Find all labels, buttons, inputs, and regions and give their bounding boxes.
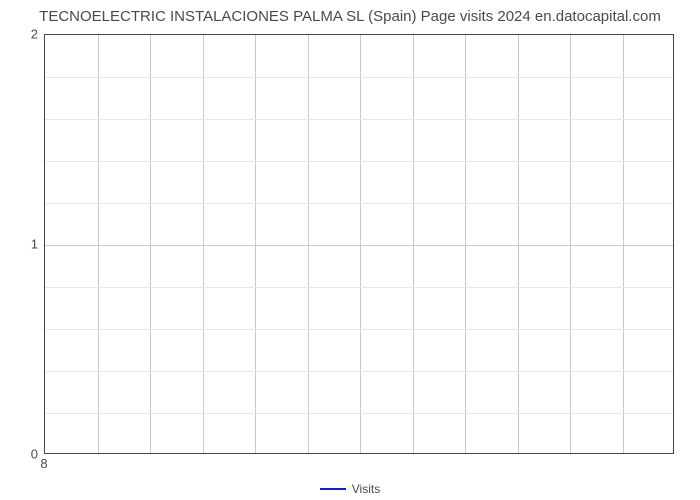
y-tick-label: 2 — [8, 27, 38, 42]
chart-title: TECNOELECTRIC INSTALACIONES PALMA SL (Sp… — [0, 8, 700, 25]
grid-vline — [98, 35, 99, 453]
grid-hline-minor — [45, 413, 673, 414]
grid-vline — [308, 35, 309, 453]
grid-vline — [623, 35, 624, 453]
plot-area — [44, 34, 674, 454]
grid-hline-minor — [45, 77, 673, 78]
grid-vline — [413, 35, 414, 453]
y-tick-label: 1 — [8, 237, 38, 252]
grid-hline-minor — [45, 371, 673, 372]
y-tick-label: 0 — [8, 447, 38, 462]
grid-vline — [518, 35, 519, 453]
grid-hline-minor — [45, 161, 673, 162]
legend-swatch-line — [320, 488, 346, 490]
grid-vline — [465, 35, 466, 453]
grid-vline — [570, 35, 571, 453]
grid-hline-minor — [45, 203, 673, 204]
grid-hline-minor — [45, 119, 673, 120]
legend-series-label: Visits — [352, 482, 380, 496]
grid-vline — [203, 35, 204, 453]
grid-hline-major — [45, 245, 673, 246]
grid-vline — [360, 35, 361, 453]
grid-vline — [150, 35, 151, 453]
x-tick-label: 8 — [40, 456, 47, 471]
grid-vline — [255, 35, 256, 453]
grid-hline-minor — [45, 287, 673, 288]
chart-container: TECNOELECTRIC INSTALACIONES PALMA SL (Sp… — [0, 0, 700, 500]
legend: Visits — [0, 481, 700, 496]
grid-hline-minor — [45, 329, 673, 330]
